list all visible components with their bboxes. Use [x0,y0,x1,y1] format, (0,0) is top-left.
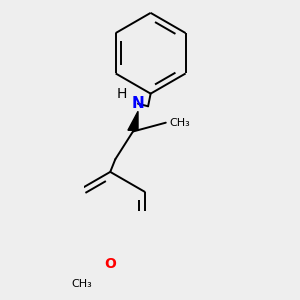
Text: CH₃: CH₃ [169,118,190,128]
Text: CH₃: CH₃ [72,279,93,289]
Text: N: N [132,96,144,111]
Polygon shape [128,111,138,130]
Text: H: H [116,87,127,100]
Text: O: O [104,257,116,271]
